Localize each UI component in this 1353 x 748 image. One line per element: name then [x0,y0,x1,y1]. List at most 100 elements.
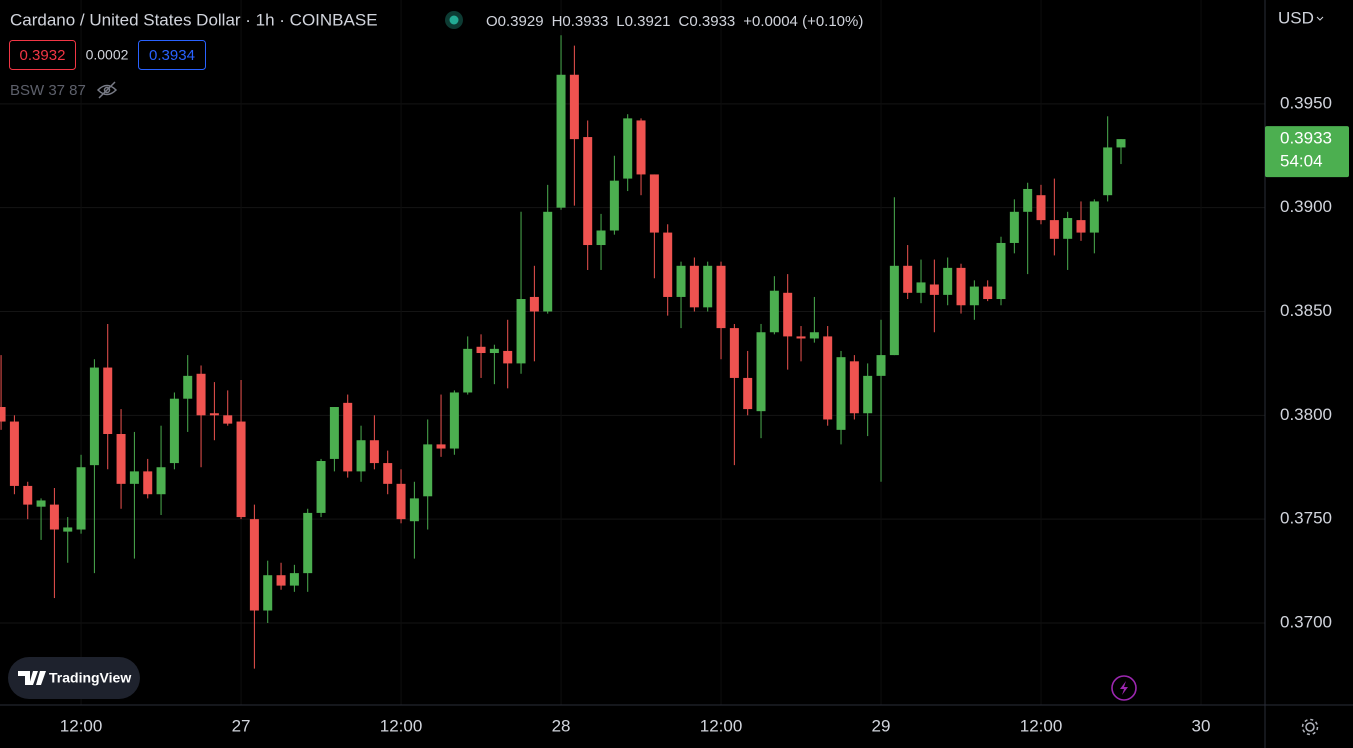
ohlc-key: L [616,13,624,30]
candle-body [1023,188,1033,212]
candle-body [689,265,699,308]
candle-body [823,336,833,420]
candle-body [903,265,913,293]
candle-body [289,573,299,586]
candle-body [1036,195,1046,221]
x-tick-label: 12:00 [60,716,103,735]
y-tick-label: 0.3850 [1280,301,1332,320]
candle-body [409,498,419,522]
currency-selector[interactable]: USD [1278,8,1314,27]
candle-body [249,519,259,611]
candle-body [89,367,99,466]
bid-price: 0.3932 [20,47,66,64]
candle-body [116,434,126,484]
x-tick-label: 28 [552,716,571,735]
candle-body [569,74,579,140]
ohlc-change: +0.0004 (+0.10%) [743,13,863,30]
candle-body [649,174,659,233]
candle-body [863,375,873,414]
countdown: 54:04 [1280,152,1323,171]
brand-logo [18,671,46,685]
candle-body [209,413,219,416]
candle-body [769,290,779,333]
symbol-title[interactable]: Cardano / United States Dollar · 1h · CO… [10,10,378,29]
candle-body [503,350,513,364]
candle-body [343,402,353,472]
candle-body [156,467,166,495]
candle-body [596,230,606,246]
candle-body [623,118,633,179]
candle-body [796,336,806,339]
candle-body [529,296,539,312]
ohlc-value: 0.3921 [625,13,671,30]
price-axis: 0.3700 0.3750 0.3800 0.3850 0.3900 0.3950 [1280,93,1332,631]
candle-body [129,471,139,484]
candle-body [383,463,393,484]
bid-box[interactable] [9,40,76,70]
candle-body [889,265,899,356]
candle-body [1009,211,1019,243]
candle-body [236,421,246,518]
candle-body [876,355,886,376]
candle-body [703,265,713,308]
x-tick-label: 29 [872,716,891,735]
alert-icon [1120,681,1128,695]
settings-button[interactable] [1301,718,1319,736]
candle-body [969,286,979,306]
currency-caret [1316,16,1324,21]
candle-body [423,444,433,497]
x-tick-label: 27 [232,716,251,735]
candle-body [1103,147,1113,196]
hide-indicator-icon[interactable] [96,81,118,99]
candle-body [1049,220,1059,239]
ohlc-value: 0.3933 [689,13,735,30]
candle-body [996,242,1006,300]
candle-body [1116,139,1126,148]
ohlc-key: O [486,13,498,30]
ask-box[interactable] [138,40,206,70]
candle-body [676,265,686,297]
candle-body [1063,218,1073,239]
y-tick-label: 0.3950 [1280,93,1332,112]
candle-body [316,461,326,513]
candle-body [449,392,459,449]
candle-body [756,332,766,412]
ohlc-legend: O0.3929 H0.3933 L0.3921 C0.3933 +0.0004 (+0.… [486,13,863,30]
alert-button[interactable] [1111,675,1137,701]
candle-body [329,407,339,459]
ask-price: 0.3934 [149,47,195,64]
candle-body [436,444,446,449]
candle-body [183,375,193,399]
brand-name: TradingView [49,670,131,686]
candle-body [983,286,993,300]
y-tick-label: 0.3750 [1280,509,1332,528]
candle-body [476,346,486,354]
candle-body [76,467,86,530]
ohlc-value: 0.3933 [562,13,608,30]
candles [0,35,1126,669]
x-tick-label: 12:00 [700,716,743,735]
candle-body [169,398,179,464]
candle-body [463,348,473,393]
y-tick-label: 0.3800 [1280,405,1332,424]
brand-badge[interactable] [8,657,140,699]
candle-body [916,282,926,293]
candle-body [809,332,819,339]
candle-body [263,575,273,611]
candle-body [0,407,6,422]
spread: 0.0002 [86,47,129,63]
candle-body [49,504,59,530]
candle-body [9,421,19,486]
candle-body [583,137,593,246]
candle-body [716,265,726,329]
time-axis: 12:00 27 12:00 28 12:00 29 12:00 30 [60,716,1211,735]
candle-body [356,440,366,472]
candle-body [636,120,646,175]
x-tick-label: 12:00 [380,716,423,735]
candle-body [489,348,499,354]
candle-body [396,483,406,520]
candle-body [1089,201,1099,233]
x-tick-label: 30 [1192,716,1211,735]
indicator-label[interactable]: BSW 37 87 [10,82,86,99]
candle-body [836,357,846,430]
